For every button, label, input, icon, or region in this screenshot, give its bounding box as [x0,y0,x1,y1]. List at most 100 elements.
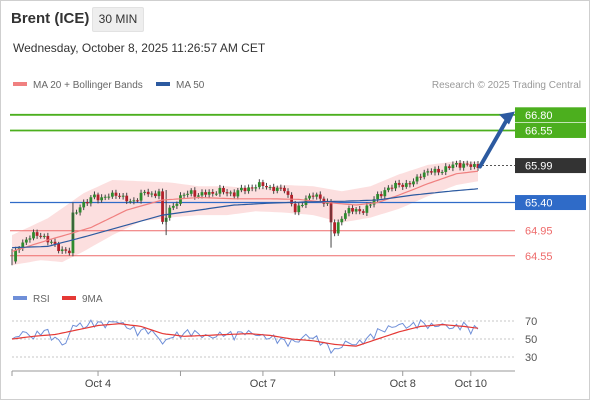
candle-body [103,196,107,198]
candle-body [143,191,147,193]
time-tick-label: Oct 10 [455,378,487,390]
time-tick-label: Oct 4 [85,378,111,390]
candle-body [125,195,129,202]
candle-body [476,164,480,168]
level-label-64-95: 64.95 [525,226,553,238]
bollinger-band-fill [12,161,478,266]
candle-body [437,168,440,173]
forecast-arrow-shaft [478,117,509,169]
candle-body [390,187,394,189]
candle-body [394,182,397,189]
candle-body [397,182,401,185]
candle-body [229,192,233,194]
rsi-tick-30: 30 [525,352,537,364]
candle-body [455,163,458,165]
candle-body [265,186,268,188]
candle-body [376,194,380,200]
candle-body [433,168,437,173]
candle-body [458,163,462,168]
legend-9ma: 9MA [62,294,103,305]
candle-body [222,187,225,193]
candle-body [419,176,423,178]
candle-body [114,192,118,196]
candle-body [93,194,96,198]
credit-text: Research © 2025 Trading Central [431,80,581,91]
candle-body [340,218,344,223]
candle-body [254,187,258,189]
candle-body [444,166,448,172]
candle-body [207,191,211,195]
candle-body [272,186,276,191]
candle-body [372,199,376,205]
rsi-panel: 70 50 30 [11,316,537,364]
level-label-65-40: 65.40 [525,198,553,210]
candle-body [412,181,415,185]
candle-body [386,187,390,191]
time-axis: Oct 4 Oct 7 Oct 8 Oct 10 [11,370,515,390]
candle-body [200,192,204,196]
candle-body [347,207,351,214]
candle-body [351,207,354,212]
candle-body [297,205,301,213]
candle-body [336,222,340,234]
candle-body [240,187,243,191]
9ma-swatch [62,296,76,301]
timestamp: Wednesday, October 8, 2025 11:26:57 AM C… [13,41,266,55]
candle-body [379,194,383,197]
level-label-66-80: 66.80 [525,110,553,122]
candle-body [139,192,143,201]
candle-body [225,192,229,194]
candle-body [182,194,186,196]
candle-body [21,242,25,249]
candle-body [261,182,265,187]
candle-body [53,241,57,244]
candle-body [415,176,419,182]
candle-body [358,209,362,212]
candle-body [318,194,322,199]
candle-body [118,195,121,197]
candle-body [96,194,100,201]
timeframe-badge[interactable]: 30 MIN [92,7,144,32]
candle-body [82,201,86,208]
level-label-64-55: 64.55 [525,251,553,263]
candle-body [279,187,283,189]
candle-body [136,200,139,202]
candle-body [257,182,261,188]
candle-body [369,204,372,206]
price-panel: 66.80 66.55 65.99 65.40 64.95 64.55 [10,107,586,266]
rsi-swatch [13,296,27,301]
level-label-66-80-box [515,107,586,123]
candle-body [426,171,430,173]
candle-body [89,197,93,204]
candle-body [275,187,279,191]
instrument-title: Brent (ICE) [11,10,90,27]
chart-header: Brent (ICE) 30 MIN [0,0,590,36]
candle-body [440,171,444,173]
candle-body [404,183,408,187]
candle-body [218,187,222,194]
candle-body [28,238,32,240]
candle-body [300,204,304,206]
candle-body [451,164,455,169]
candle-body [50,241,53,243]
candle-body [401,184,405,187]
candle-body [211,191,215,194]
time-tick-label: Oct 8 [390,378,416,390]
rsi-tick-50: 50 [525,334,537,346]
candle-body [311,195,315,197]
candle-body [161,191,164,222]
candle-body [361,211,365,213]
legend-ma50-label: MA 50 [176,80,205,91]
candle-body [283,187,286,192]
ma20-line [11,170,479,252]
candle-body [197,195,200,197]
candle-body [121,195,125,197]
level-label-65-99-box [515,158,586,174]
candle-body [78,207,82,213]
candle-body [293,203,297,213]
level-label-66-55: 66.55 [525,125,553,137]
candle-body [35,232,39,236]
candle-body [171,205,175,208]
forecast-arrow-head [499,111,515,125]
